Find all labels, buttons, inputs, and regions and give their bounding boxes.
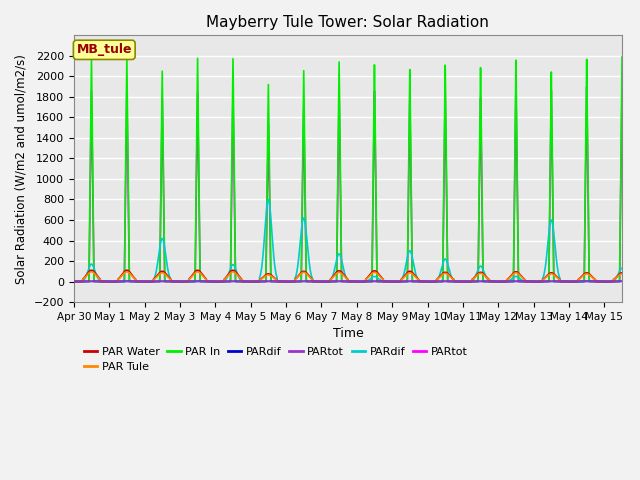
PAR Tule xyxy=(301,270,309,276)
PAR Tule xyxy=(547,271,555,277)
PARtot xyxy=(259,279,267,285)
PARtot xyxy=(291,279,299,285)
PARdif xyxy=(259,278,267,284)
Line: PAR In: PAR In xyxy=(74,57,622,282)
PARtot xyxy=(618,84,626,89)
PAR Water xyxy=(70,279,77,285)
PARdif xyxy=(291,278,299,284)
PAR In xyxy=(291,279,299,285)
PAR Water xyxy=(266,272,274,277)
PARdif xyxy=(547,217,555,223)
PAR Water xyxy=(88,267,95,273)
PARdif xyxy=(264,197,272,203)
PAR In xyxy=(70,279,77,285)
PAR Tule xyxy=(266,273,274,278)
Y-axis label: Solar Radiation (W/m2 and umol/m2/s): Solar Radiation (W/m2 and umol/m2/s) xyxy=(15,54,28,284)
PARtot xyxy=(618,278,626,284)
PARdif xyxy=(547,278,555,284)
PAR In xyxy=(547,75,555,81)
PARtot xyxy=(259,278,267,284)
PARdif xyxy=(70,279,77,285)
PARtot xyxy=(70,279,77,285)
PAR Water xyxy=(495,279,502,285)
PARdif xyxy=(301,278,308,284)
PAR Water xyxy=(301,269,309,275)
Line: PAR Tule: PAR Tule xyxy=(74,272,622,282)
PAR In xyxy=(618,54,626,60)
PAR Water xyxy=(291,276,299,282)
Text: MB_tule: MB_tule xyxy=(77,43,132,56)
PAR Tule xyxy=(495,279,502,285)
PARdif xyxy=(291,275,299,281)
PAR Tule xyxy=(291,276,299,282)
PARtot xyxy=(301,278,308,284)
PAR Water xyxy=(618,270,626,276)
PARdif xyxy=(266,207,274,213)
PARtot xyxy=(291,278,299,284)
Line: PARdif: PARdif xyxy=(74,200,622,282)
PAR Water xyxy=(547,270,555,276)
PAR In xyxy=(259,279,267,285)
PAR In xyxy=(495,279,502,285)
PARdif xyxy=(618,278,626,284)
PARtot xyxy=(266,235,274,240)
Line: PAR Water: PAR Water xyxy=(74,270,622,282)
PARdif xyxy=(495,279,502,285)
PAR Water xyxy=(259,274,267,280)
PAR In xyxy=(266,224,274,229)
PAR Tule xyxy=(70,279,77,285)
PARdif xyxy=(301,219,309,225)
Title: Mayberry Tule Tower: Solar Radiation: Mayberry Tule Tower: Solar Radiation xyxy=(207,15,490,30)
PAR In xyxy=(301,171,308,177)
PARtot xyxy=(547,278,555,284)
PAR Tule xyxy=(618,271,626,277)
PARdif xyxy=(618,265,626,271)
PARtot xyxy=(547,93,555,99)
PAR Tule xyxy=(259,275,267,280)
PARtot xyxy=(70,279,77,285)
PARtot xyxy=(495,279,502,285)
PARdif xyxy=(266,278,274,284)
Legend: PAR Water, PAR Tule, PAR In, PARdif, PARtot, PARdif, PARtot: PAR Water, PAR Tule, PAR In, PARdif, PAR… xyxy=(79,342,472,376)
PARdif xyxy=(495,279,502,285)
X-axis label: Time: Time xyxy=(333,327,364,340)
PARtot xyxy=(301,190,308,196)
PAR Tule xyxy=(88,269,95,275)
PARtot xyxy=(266,278,274,284)
PARtot xyxy=(495,279,502,285)
Line: PARtot: PARtot xyxy=(74,86,622,282)
PARdif xyxy=(259,250,267,256)
PARdif xyxy=(70,279,77,285)
